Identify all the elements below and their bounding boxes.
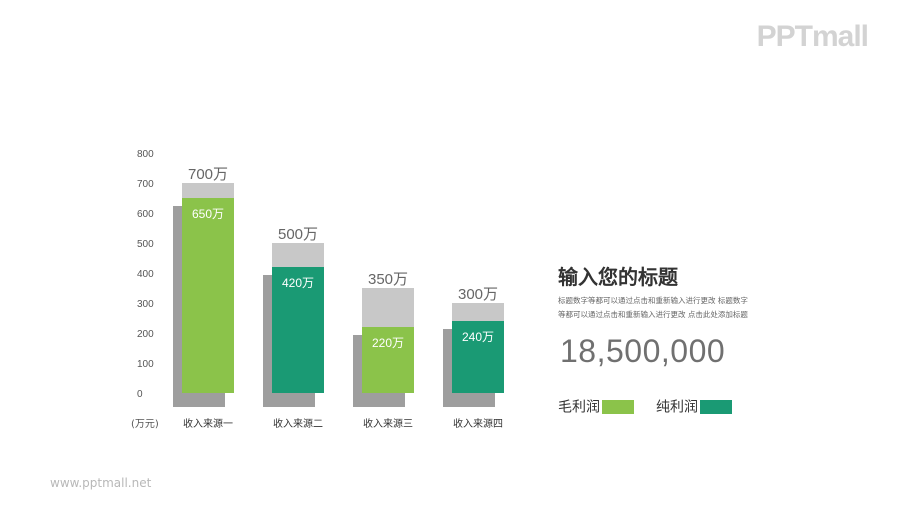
legend-item-net-profit: 纯利润 xyxy=(656,396,732,416)
bar-value xyxy=(182,198,234,393)
bar-group: 500万 420万 xyxy=(263,226,324,407)
y-tick-label: 100 xyxy=(137,359,154,370)
legend-item-gross-profit: 毛利润 xyxy=(558,396,634,416)
unit-label: (万元) xyxy=(131,419,159,430)
bar-value-label: 650万 xyxy=(192,207,224,221)
bar-value-label: 240万 xyxy=(462,330,494,344)
bar-value xyxy=(272,267,324,393)
y-tick-label: 600 xyxy=(137,209,154,220)
x-category-label: 收入来源四 xyxy=(453,417,503,430)
bar-value xyxy=(452,321,504,393)
pptmall-logo: PPTmall xyxy=(756,20,869,53)
bar-total-label: 300万 xyxy=(458,286,498,303)
bar-value-label: 420万 xyxy=(282,276,314,290)
info-description-line-1: 标题数字等都可以通过点击和重新输入进行更改 标题数字 xyxy=(558,296,748,305)
y-tick-label: 300 xyxy=(137,299,154,310)
legend-swatch-gross-profit xyxy=(602,399,634,414)
info-description-line-2: 等都可以通过点击和重新输入进行更改 点击此处添加标题 xyxy=(558,310,748,319)
bar-group: 700万 650万 xyxy=(173,166,234,407)
info-title: 输入您的标题 xyxy=(558,265,678,289)
x-axis: (万元) 收入来源一 收入来源二 收入来源三 收入来源四 xyxy=(131,417,503,430)
y-tick-label: 800 xyxy=(137,149,154,160)
bar-value-label: 220万 xyxy=(372,336,404,350)
legend-label-gross-profit: 毛利润 xyxy=(558,399,600,416)
bar-total-label: 500万 xyxy=(278,226,318,243)
y-tick-label: 400 xyxy=(137,269,154,280)
total-figure: 18,500,000 xyxy=(560,333,726,369)
bar-value xyxy=(362,327,414,393)
info-description: 标题数字等都可以通过点击和重新输入进行更改 标题数字 等都可以通过点击和重新输入… xyxy=(558,294,780,322)
x-category-label: 收入来源一 xyxy=(183,417,233,430)
footer-url: www.pptmall.net xyxy=(50,476,152,490)
y-tick-label: 700 xyxy=(137,179,154,190)
y-tick-label: 200 xyxy=(137,329,154,340)
bar-groups: 700万 650万 500万 420万 350万 220万 300万 240万 xyxy=(173,166,504,407)
legend-label-net-profit: 纯利润 xyxy=(656,399,698,416)
bar-total-label: 350万 xyxy=(368,271,408,288)
y-tick-label: 0 xyxy=(137,389,143,400)
bar-total-label: 700万 xyxy=(188,166,228,183)
legend-swatch-net-profit xyxy=(700,399,732,414)
x-category-label: 收入来源二 xyxy=(273,417,323,430)
y-tick-label: 500 xyxy=(137,239,154,250)
bar-group: 350万 220万 xyxy=(353,271,414,407)
y-axis: 0 100 200 300 400 500 600 700 800 xyxy=(137,149,154,400)
x-category-label: 收入来源三 xyxy=(363,417,413,430)
bar-group: 300万 240万 xyxy=(443,286,504,407)
